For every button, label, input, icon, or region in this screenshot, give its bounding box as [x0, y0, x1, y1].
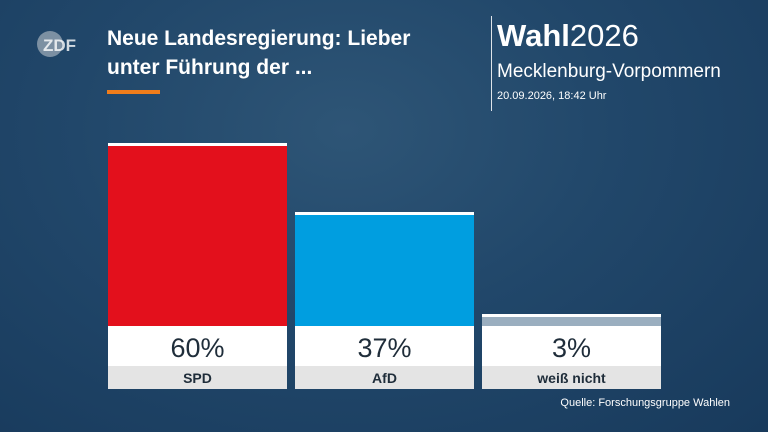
- category-label-2: weiß nicht: [536, 370, 606, 386]
- bar-2: [482, 317, 661, 326]
- value-label-box-0: [108, 326, 287, 366]
- category-label-box-1: [295, 366, 474, 389]
- category-label-box-2: [482, 366, 661, 389]
- value-label-0: 60%: [170, 333, 224, 363]
- value-label-2: 3%: [552, 333, 591, 363]
- headline-accent-rule: [107, 90, 160, 94]
- brand-year: 2026: [569, 18, 639, 53]
- bar-top-line-0: [108, 143, 287, 146]
- brand-title: Wahl2026: [497, 17, 639, 55]
- value-label-box-1: [295, 326, 474, 366]
- timestamp: 20.09.2026, 18:42 Uhr: [497, 90, 607, 102]
- category-label-box-0: [108, 366, 287, 389]
- value-label-box-2: [482, 326, 661, 366]
- headline: Neue Landesregierung: Lieber unter Führu…: [107, 27, 411, 79]
- bar-0: [108, 146, 287, 326]
- zdf-logo-text: ZDF: [43, 36, 76, 55]
- brand-word: Wahl: [497, 18, 570, 53]
- category-label-1: AfD: [372, 370, 397, 386]
- header-divider: [491, 16, 492, 111]
- region-label: Mecklenburg-Vorpommern: [497, 61, 721, 82]
- source-label: Quelle: Forschungsgruppe Wahlen: [560, 397, 730, 409]
- bar-top-line-2: [482, 314, 661, 317]
- bar-top-line-1: [295, 212, 474, 215]
- bar-1: [295, 215, 474, 326]
- zdf-logo: ZDF: [37, 31, 76, 57]
- category-label-0: SPD: [183, 370, 212, 386]
- value-label-1: 37%: [357, 333, 411, 363]
